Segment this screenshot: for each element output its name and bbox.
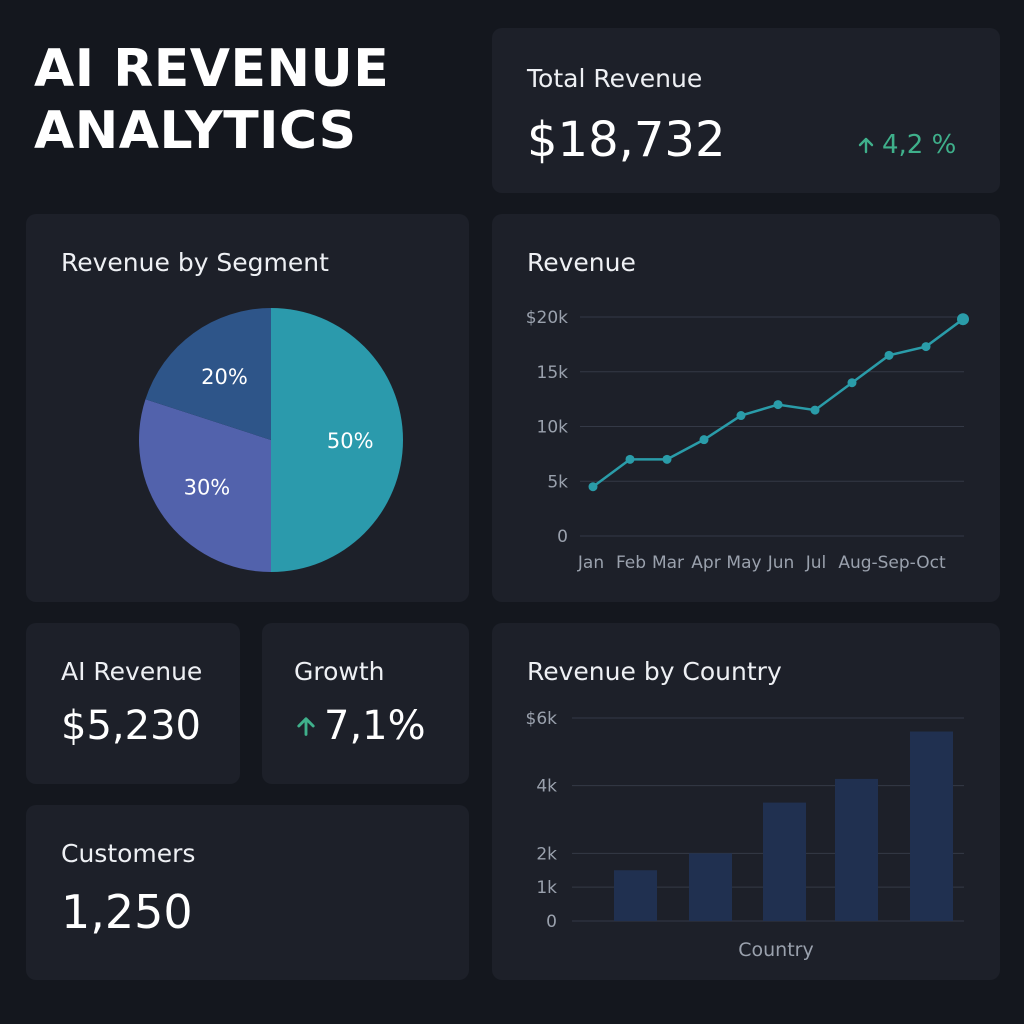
y-tick-label: 2k	[536, 844, 557, 864]
growth-card: Growth 7,1%	[262, 623, 469, 784]
x-tick-label: Feb	[616, 553, 646, 573]
line-point	[773, 400, 783, 410]
arrow-up-icon	[297, 717, 315, 736]
segment-card: Revenue by Segment 50% 30% 20%	[26, 214, 469, 602]
segment-pie-chart: 50% 30% 20%	[139, 308, 403, 572]
country-bar	[689, 853, 732, 921]
line-point	[625, 454, 635, 464]
country-bar-chart: 0 1k 2k 4k $6k Country	[526, 709, 964, 961]
x-tick-label: Jul	[805, 553, 827, 573]
growth-label: Growth	[294, 657, 385, 686]
x-tick-label: Mar	[652, 553, 684, 573]
total-revenue-value: $18,732	[527, 112, 726, 168]
pie-slice	[145, 308, 271, 440]
y-tick-label: $20k	[526, 308, 568, 328]
x-tick-label: Jan	[577, 553, 604, 573]
line-point	[921, 342, 931, 352]
pie-slice-label: 20%	[201, 365, 248, 389]
page-title-line2: ANALYTICS	[34, 101, 357, 161]
line-point	[884, 350, 894, 360]
y-tick-label: 5k	[547, 472, 568, 492]
y-tick-label: 4k	[536, 777, 557, 797]
line-point	[699, 435, 709, 445]
revenue-line-card: Revenue 0 5k 10k 15k $20k Jan Feb Mar Apr May Jun J…	[492, 214, 1000, 602]
pie-slice	[271, 308, 403, 572]
ai-revenue-card: AI Revenue $5,230	[26, 623, 240, 784]
revenue-chart-title: Revenue	[527, 248, 636, 277]
country-bar	[614, 870, 657, 921]
total-revenue-label: Total Revenue	[527, 64, 703, 93]
ai-revenue-label: AI Revenue	[61, 657, 203, 686]
y-tick-label: 1k	[536, 878, 557, 898]
revenue-line-chart: 0 5k 10k 15k $20k Jan Feb Mar Apr May Jun Jul Aug-Se…	[526, 308, 969, 573]
y-tick-label: $6k	[526, 709, 558, 729]
page-title-line1: AI REVENUE	[34, 39, 390, 99]
line-point	[662, 454, 672, 464]
line-point	[847, 378, 857, 388]
country-chart-title: Revenue by Country	[527, 657, 782, 686]
customers-label: Customers	[61, 839, 196, 868]
pie-slice	[139, 399, 271, 572]
total-revenue-delta-value: 4,2 %	[882, 130, 957, 160]
pie-slice-label: 30%	[184, 476, 231, 500]
customers-value: 1,250	[61, 885, 193, 939]
country-bar	[910, 731, 953, 921]
x-tick-label: Jun	[767, 553, 795, 573]
line-point	[736, 411, 746, 421]
total-revenue-delta: 4,2 %	[856, 130, 956, 160]
ai-revenue-value: $5,230	[61, 703, 201, 749]
y-tick-label: 0	[557, 527, 568, 547]
growth-value: 7,1%	[324, 703, 426, 749]
arrow-up-icon	[858, 137, 874, 154]
growth-value-row: 7,1%	[294, 703, 426, 749]
customers-card: Customers 1,250	[26, 805, 469, 980]
total-revenue-card: Total Revenue $18,732 4,2 %	[492, 28, 1000, 193]
x-tick-label: May	[726, 553, 761, 573]
page-title: AI REVENUE ANALYTICS	[34, 38, 389, 162]
x-axis-label: Country	[738, 939, 813, 961]
line-point	[957, 313, 969, 326]
country-bar	[835, 778, 878, 921]
y-tick-label: 0	[546, 912, 557, 932]
pie-slice-label: 50%	[327, 429, 374, 453]
line-point	[810, 405, 820, 415]
y-tick-label: 15k	[537, 363, 569, 383]
country-bar	[763, 802, 806, 921]
x-tick-label: Apr	[691, 553, 720, 573]
y-tick-label: 10k	[537, 418, 569, 438]
x-tick-label: Aug-Sep-Oct	[838, 553, 946, 573]
country-card: Revenue by Country 0 1k 2k 4k $6k Country	[492, 623, 1000, 980]
segment-chart-title: Revenue by Segment	[61, 248, 329, 277]
line-point	[588, 482, 598, 492]
